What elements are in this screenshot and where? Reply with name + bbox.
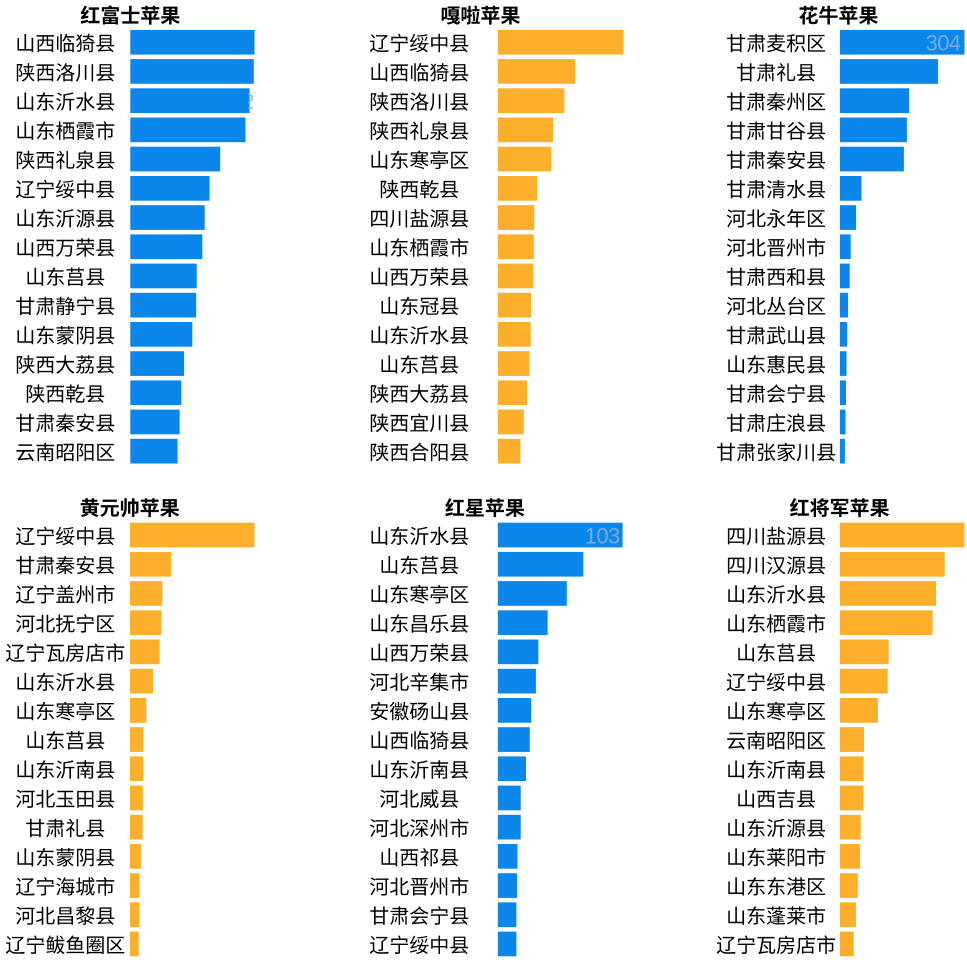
- svg-text:103: 103: [585, 524, 620, 549]
- svg-text:2: 2: [242, 89, 254, 114]
- svg-text:304: 304: [926, 31, 961, 56]
